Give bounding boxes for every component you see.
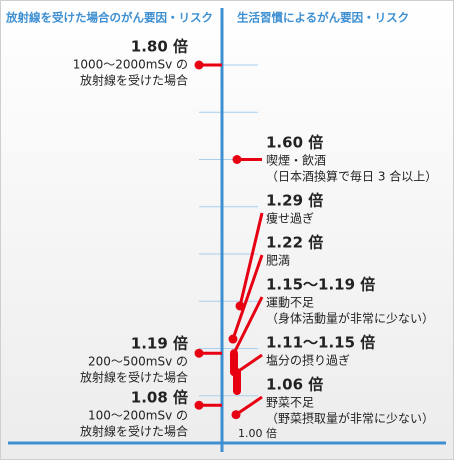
leader [238, 212, 264, 307]
value-label: 1.80 倍 [131, 38, 188, 56]
right-title: 生活習慣によるがん要因・リスク [237, 11, 409, 25]
description: 塩分の摂り過ぎ [266, 353, 350, 368]
risk-dot [194, 400, 204, 410]
description: （日本酒換算で毎日 3 合以上） [266, 169, 437, 184]
value-label: 1.29 倍 [266, 192, 323, 210]
description: 放射線を受けた場合 [80, 370, 188, 385]
value-label: 1.06 倍 [266, 376, 323, 394]
risk-dot [232, 155, 242, 164]
y-tick-label: 1.00 倍 [238, 426, 277, 440]
description: 1000～2000mSv の [73, 58, 188, 72]
value-label: 1.22 倍 [266, 234, 323, 252]
leader [236, 353, 263, 374]
leader [232, 296, 264, 354]
value-label: 1.19 倍 [131, 335, 188, 353]
risk-dot [228, 334, 238, 344]
value-label: 1.11～1.15 倍 [266, 334, 375, 352]
left-title: 放射線を受けた場合のがん要因・リスク [5, 11, 213, 25]
description: 肥満 [266, 254, 290, 268]
risk-dot [194, 60, 204, 70]
description: 放射線を受けた場合 [80, 424, 188, 439]
risk-dot [194, 348, 204, 358]
description: 野菜不足 [266, 396, 314, 410]
description: 200～500mSv の [88, 355, 188, 369]
description: （身体活動量が非常に少ない） [266, 311, 434, 326]
description: （野菜摂取量が非常に少ない） [266, 411, 434, 426]
leader [235, 395, 263, 416]
risk-dot [231, 410, 241, 420]
description: 100～200mSv の [88, 409, 188, 423]
leader [231, 254, 264, 340]
description: 喫煙・飲酒 [266, 153, 326, 168]
value-label: 1.15～1.19 倍 [266, 276, 375, 294]
description: 放射線を受けた場合 [80, 73, 188, 88]
value-label: 1.08 倍 [131, 389, 188, 407]
value-label: 1.60 倍 [266, 134, 323, 152]
description: 痩せ過ぎ [266, 211, 314, 226]
description: 運動不足 [266, 296, 314, 310]
